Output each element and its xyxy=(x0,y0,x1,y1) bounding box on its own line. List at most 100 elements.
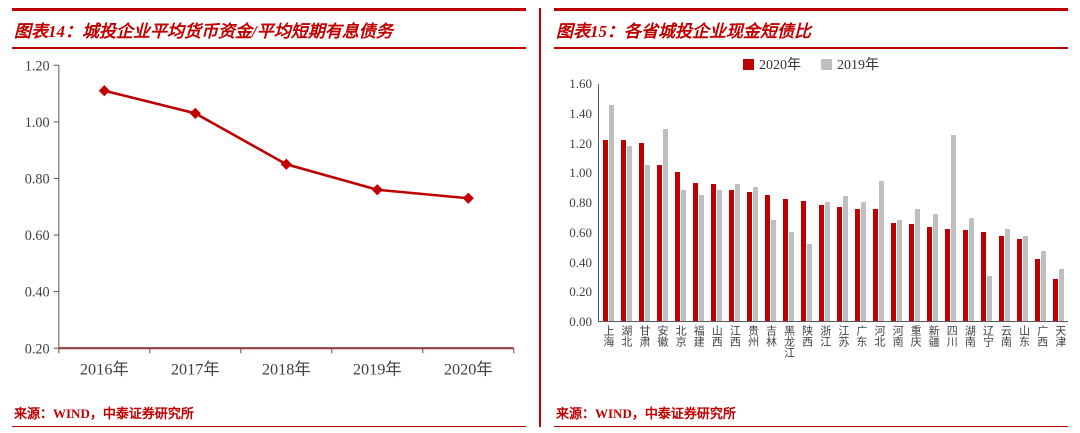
legend-swatch-2019 xyxy=(821,58,832,70)
panel-top-rule xyxy=(554,8,1068,11)
bar-group xyxy=(942,135,960,321)
panel-bottom-rule xyxy=(554,425,1068,427)
x-axis-label: 广东 xyxy=(854,325,867,347)
x-axis-label: 吉林 xyxy=(764,325,777,347)
bar-group xyxy=(599,105,617,321)
x-axis-label: 2020年 xyxy=(444,360,493,379)
bar-2019 xyxy=(608,105,614,321)
title-underline xyxy=(554,47,1068,49)
y-tick-label: 0.20 xyxy=(25,341,50,357)
x-axis-label: 新疆 xyxy=(927,325,940,347)
legend-label-2020: 2020年 xyxy=(759,58,801,73)
bar-2020 xyxy=(710,184,716,321)
bar-group xyxy=(996,228,1014,321)
bar-group xyxy=(1050,268,1068,321)
x-axis-label: 陕西 xyxy=(800,325,813,347)
bar-2019 xyxy=(1005,228,1011,321)
legend-item-2019: 2019年 xyxy=(821,54,879,74)
bar-2019 xyxy=(897,219,903,321)
bar-group xyxy=(617,139,635,321)
legend-item-2020: 2020年 xyxy=(743,54,801,74)
bar-2019 xyxy=(824,202,830,321)
diamond-marker xyxy=(189,107,201,119)
x-axis-label: 天津 xyxy=(1053,325,1066,347)
bar-2020 xyxy=(692,182,698,321)
panel-divider xyxy=(539,8,541,427)
y-tick-label: 0.20 xyxy=(569,284,592,300)
bar-group xyxy=(906,209,924,321)
bar-group xyxy=(1032,251,1050,321)
bar-2019 xyxy=(734,184,740,321)
diamond-marker xyxy=(280,158,292,170)
x-axis-label: 北京 xyxy=(674,325,687,347)
bar-group xyxy=(1014,236,1032,321)
bar-2019 xyxy=(1041,251,1047,321)
bar-group xyxy=(888,219,906,321)
bar-2019 xyxy=(716,190,722,321)
x-axis-label: 河南 xyxy=(891,325,904,347)
bar-2019 xyxy=(698,194,704,321)
bar-2020 xyxy=(674,172,680,321)
bar-2020 xyxy=(945,228,951,321)
bar-group xyxy=(978,231,996,321)
x-axis-label: 山东 xyxy=(1017,325,1030,347)
x-axis-label: 福建 xyxy=(692,325,705,347)
bar-2020 xyxy=(854,209,860,321)
x-axis-label: 黑龙江 xyxy=(782,325,795,358)
x-axis-label: 云南 xyxy=(999,325,1012,347)
diamond-marker xyxy=(462,192,474,204)
bar-2019 xyxy=(788,231,794,321)
x-axis-label: 贵州 xyxy=(746,325,759,347)
bar-2020 xyxy=(1053,279,1059,321)
figure-15-title-text: 各省城投企业现金短债比 xyxy=(624,22,811,41)
y-tick-label: 1.00 xyxy=(569,165,592,181)
bar-2020 xyxy=(1017,239,1023,321)
x-axis-labels: 上海 湖北 甘肃 安徽 北京 福建 山西 江西 贵州 吉林 黑龙江 陕西 浙江 江苏 广东 河北 河南 重庆 新疆四… xyxy=(598,322,1068,391)
x-axis-label: 安徽 xyxy=(656,325,669,347)
x-axis-label: 河北 xyxy=(872,325,885,347)
bar-chart-legend: 2020年 2019年 xyxy=(554,49,1068,76)
bar-2019 xyxy=(1023,236,1029,321)
bar-2019 xyxy=(860,202,866,321)
bar-2019 xyxy=(626,145,632,321)
figure-15-title: 图表15：各省城投企业现金短债比 xyxy=(554,11,1068,47)
figure-14-source: 来源：WIND，中泰证券研究所 xyxy=(14,405,194,421)
x-axis-label: 四川 xyxy=(945,325,958,347)
bar-2019 xyxy=(951,135,957,321)
panel-bottom-rule xyxy=(12,425,526,427)
bar-2019 xyxy=(969,218,975,321)
y-tick-label: 1.40 xyxy=(569,105,592,121)
y-tick-label: 1.20 xyxy=(569,135,592,151)
bar-2020 xyxy=(728,190,734,321)
bar-2019 xyxy=(680,190,686,321)
bar-2020 xyxy=(963,230,969,321)
bar-2019 xyxy=(878,181,884,321)
y-tick-label: 1.20 xyxy=(25,58,50,74)
x-axis-label: 江苏 xyxy=(836,325,849,347)
bar-2020 xyxy=(981,231,987,321)
bar-2020 xyxy=(927,227,933,321)
bar-2020 xyxy=(909,224,915,321)
bar-2020 xyxy=(602,139,608,321)
bar-2020 xyxy=(764,194,770,321)
figure-14-title-text: 城投企业平均货币资金/平均短期有息债务 xyxy=(82,22,393,41)
bar-group xyxy=(689,182,707,321)
x-axis-label: 广西 xyxy=(1035,325,1048,347)
line-chart: 0.20 0.40 0.60 0.80 1.00 1.20 2016年 2017年 2018年 2… xyxy=(12,51,526,400)
figure-15-source: 来源：WIND，中泰证券研究所 xyxy=(556,405,736,421)
bar-group xyxy=(924,213,942,321)
figure-14-title: 图表14：城投企业平均货币资金/平均短期有息债务 xyxy=(12,11,526,47)
x-axis-label: 山西 xyxy=(710,325,723,347)
bar-2019 xyxy=(752,187,758,321)
bar-plot-area xyxy=(598,84,1068,322)
x-axis-label: 2018年 xyxy=(262,360,311,379)
bar-group xyxy=(833,196,851,321)
x-axis-label: 湖南 xyxy=(963,325,976,347)
diamond-marker xyxy=(371,184,383,196)
bar-group xyxy=(851,202,869,321)
bar-2020 xyxy=(620,139,626,321)
y-tick-label: 0.60 xyxy=(569,224,592,240)
x-axis-label: 江西 xyxy=(728,325,741,347)
bar-2019 xyxy=(842,196,848,321)
